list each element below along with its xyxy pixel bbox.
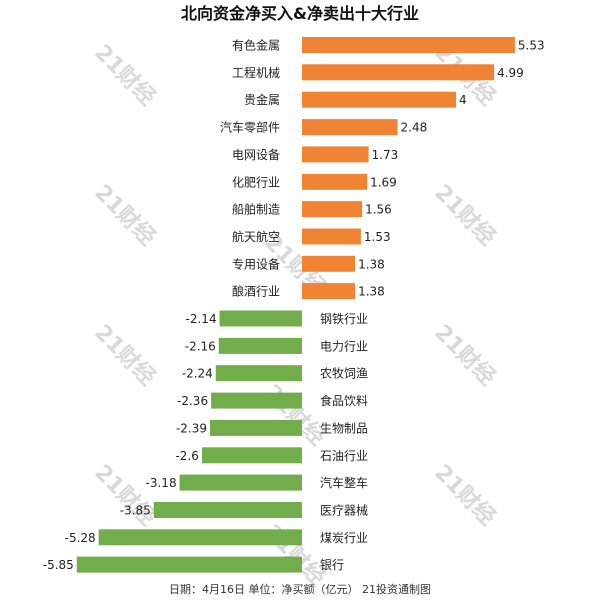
category-label-13: 食品饮料 <box>320 393 368 408</box>
value-label-5: 1.69 <box>370 175 397 189</box>
bar-15 <box>201 447 302 464</box>
watermark-6: 21财经 <box>89 459 160 530</box>
category-label-18: 煤炭行业 <box>320 531 368 545</box>
category-label-3: 汽车零部件 <box>220 120 280 135</box>
value-label-10: -2.14 <box>186 312 217 326</box>
value-label-0: 5.53 <box>518 39 545 53</box>
category-label-5: 化肥行业 <box>232 175 280 189</box>
category-label-9: 酿酒行业 <box>232 284 280 299</box>
watermark-5: 21财经 <box>429 319 500 390</box>
value-label-16: -3.18 <box>146 476 177 490</box>
category-label-10: 钢铁行业 <box>320 312 368 326</box>
bar-9 <box>302 283 356 300</box>
category-label-6: 船舶制造 <box>232 202 280 217</box>
value-label-18: -5.28 <box>65 531 96 545</box>
bar-16 <box>179 474 302 491</box>
value-label-15: -2.6 <box>175 449 198 463</box>
bar-17 <box>153 502 302 518</box>
value-label-8: 1.38 <box>358 257 385 271</box>
category-label-12: 农牧饲渔 <box>320 367 368 381</box>
bar-6 <box>302 201 363 218</box>
value-label-12: -2.24 <box>182 367 213 381</box>
value-label-7: 1.53 <box>364 230 391 244</box>
category-label-2: 贵金属 <box>244 92 280 107</box>
bar-8 <box>302 255 356 272</box>
bar-19 <box>76 556 302 573</box>
value-label-3: 2.48 <box>401 121 428 135</box>
watermark-7: 21财经 <box>429 459 500 530</box>
category-label-8: 专用设备 <box>232 256 280 271</box>
category-label-1: 工程机械 <box>232 65 280 80</box>
bar-4 <box>302 146 369 163</box>
bar-18 <box>98 529 302 546</box>
bar-0 <box>302 37 515 53</box>
labels-group: 有色金属 5.53 工程机械 4.99 贵金属 4 汽车零部件 2.48 电网设备 1.73 化肥行… <box>43 38 545 573</box>
watermark-0: 21财经 <box>89 39 160 110</box>
value-label-1: 4.99 <box>497 66 524 80</box>
bars-group <box>76 37 515 573</box>
bar-12 <box>215 365 302 382</box>
value-label-14: -2.39 <box>176 421 207 435</box>
value-label-17: -3.85 <box>120 504 151 518</box>
category-label-16: 汽车整车 <box>320 475 368 490</box>
bar-11 <box>218 337 302 354</box>
category-label-15: 石油行业 <box>320 449 368 463</box>
bar-1 <box>302 64 495 81</box>
value-label-2: 4 <box>459 93 467 107</box>
watermark-2: 21财经 <box>89 179 160 250</box>
category-label-4: 电网设备 <box>232 148 280 162</box>
bar-7 <box>302 228 361 245</box>
category-label-11: 电力行业 <box>320 339 368 353</box>
watermark-3: 21财经 <box>429 179 500 250</box>
value-label-13: -2.36 <box>177 394 208 408</box>
category-label-14: 生物制品 <box>320 421 368 435</box>
bar-2 <box>302 91 456 108</box>
bar-10 <box>219 310 302 327</box>
watermark-9: 21财经 <box>259 379 330 450</box>
category-label-0: 有色金属 <box>232 38 280 53</box>
value-label-19: -5.85 <box>43 558 74 572</box>
value-label-6: 1.56 <box>365 203 392 217</box>
watermark-4: 21财经 <box>89 319 160 390</box>
category-label-19: 银行 <box>320 558 344 572</box>
bar-3 <box>302 119 398 136</box>
bar-14 <box>210 419 302 436</box>
value-label-11: -2.16 <box>185 339 216 353</box>
category-label-17: 医疗器械 <box>320 503 368 518</box>
value-label-4: 1.73 <box>372 148 399 162</box>
bar-13 <box>211 392 302 409</box>
category-label-7: 航天航空 <box>232 229 280 244</box>
bar-5 <box>302 173 368 190</box>
chart-title: 北向资金净买入&净卖出十大行业 <box>181 4 419 23</box>
chart-footer: 日期：4月16日 单位：净买额（亿元） 21投资通制图 <box>169 582 431 596</box>
value-label-9: 1.38 <box>358 285 385 299</box>
